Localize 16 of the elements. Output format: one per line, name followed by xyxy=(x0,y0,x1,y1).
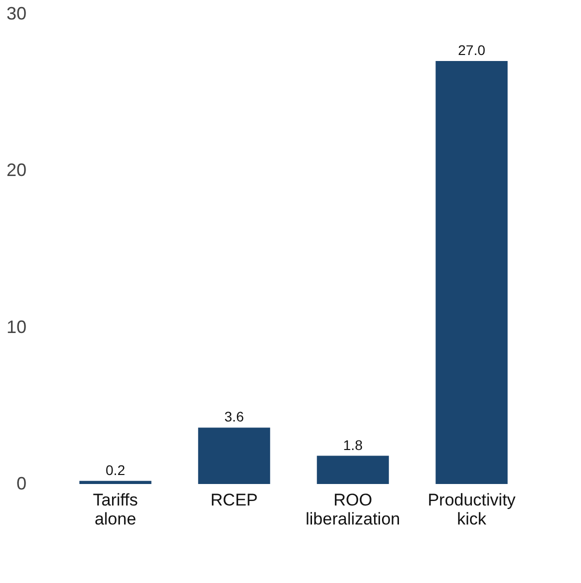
x-tick-label: RCEP xyxy=(210,490,258,510)
data-label: 0.2 xyxy=(106,462,126,478)
x-tick-label: ROO liberalization xyxy=(306,490,400,528)
bar xyxy=(79,480,152,484)
y-tick-label: 10 xyxy=(6,316,26,337)
bar xyxy=(198,428,270,484)
bar xyxy=(316,456,389,484)
bar xyxy=(436,61,508,484)
y-tick-label: 20 xyxy=(6,160,26,180)
data-label: 27.0 xyxy=(458,42,486,58)
x-tick-label: Productivity kick xyxy=(428,490,516,528)
data-label: 1.8 xyxy=(343,436,363,453)
data-label: 3.6 xyxy=(224,408,244,425)
y-tick-label: 30 xyxy=(6,4,26,24)
y-tick-label: 0 xyxy=(16,474,26,494)
x-tick-label: Tariffs alone xyxy=(92,490,138,528)
